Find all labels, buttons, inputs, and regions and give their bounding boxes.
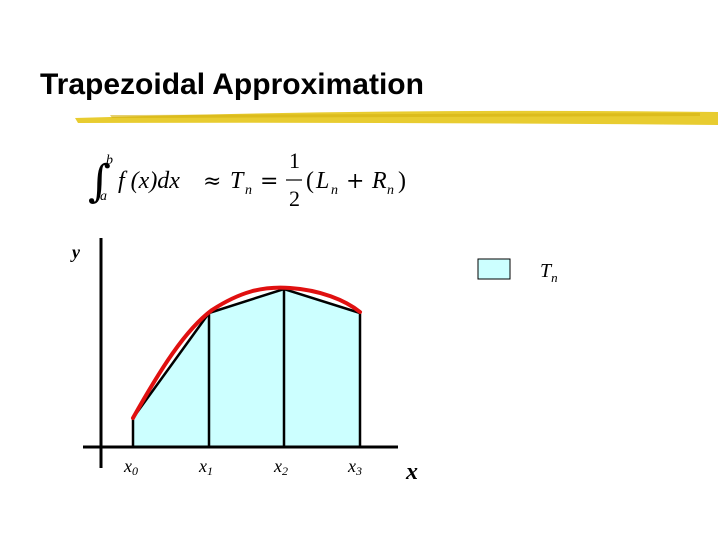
tick-label-x2: x2 xyxy=(273,456,288,478)
x-axis-label: x xyxy=(405,459,418,485)
paren-close: ) xyxy=(398,168,406,194)
approx-sign: ≈ xyxy=(203,169,221,194)
t-symbol: T xyxy=(230,168,245,194)
tick-label-x3: x3 xyxy=(347,456,362,478)
integral-sign: ∫ xyxy=(88,156,111,207)
trapezoid-formula: ∫ b a f (x)dx ≈ T n = 1 2 ( L n + R n ) xyxy=(88,150,406,211)
tick-label-x1: x1 xyxy=(198,456,213,478)
legend-swatch xyxy=(477,258,511,280)
tick-label-x0: x0 xyxy=(123,456,138,478)
trapezoid-edges xyxy=(131,287,361,419)
trapezoid-region xyxy=(133,289,360,447)
integrand: f (x)dx xyxy=(118,168,180,194)
paren-open: ( xyxy=(306,168,314,194)
integral-lower-limit: a xyxy=(100,189,107,204)
slide-title: Trapezoidal Approximation xyxy=(40,68,424,101)
r-symbol: R xyxy=(371,168,387,194)
t-subscript: n xyxy=(245,183,252,198)
r-subscript: n xyxy=(387,183,394,198)
legend-label: Tn xyxy=(540,260,558,285)
l-subscript: n xyxy=(331,183,338,198)
function-curve xyxy=(131,285,362,420)
equals-sign: = xyxy=(260,169,278,194)
l-symbol: L xyxy=(315,168,329,194)
y-axis-label: y xyxy=(70,242,81,262)
plus-sign: + xyxy=(346,169,364,194)
fraction-numerator: 1 xyxy=(289,150,300,173)
integral-upper-limit: b xyxy=(106,153,113,168)
fraction-denominator: 2 xyxy=(289,186,300,211)
